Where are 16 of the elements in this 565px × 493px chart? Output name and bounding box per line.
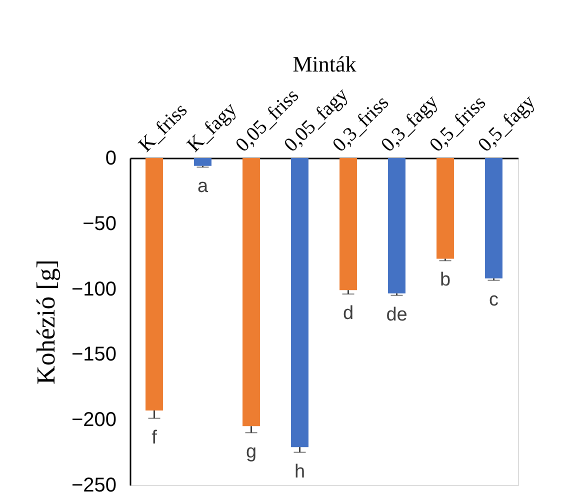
annotation: f [152, 427, 158, 448]
annotation: c [489, 289, 498, 310]
y-axis-title: Kohézió [g] [31, 260, 60, 384]
y-tick-label: 0 [105, 148, 116, 170]
annotation: d [342, 303, 354, 324]
y-tick-label: −100 [71, 278, 116, 300]
y-tick-label: −150 [71, 344, 116, 366]
annotation: de [386, 304, 408, 326]
annotation: g [246, 442, 257, 463]
annotation: a [197, 176, 208, 198]
annotation: h [294, 461, 306, 482]
annotation: b [440, 270, 451, 291]
x-axis-title: Minták [292, 51, 356, 76]
y-tick-label: −250 [71, 474, 116, 493]
y-tick-label: −50 [82, 212, 116, 235]
y-tick-label: −200 [71, 409, 116, 432]
